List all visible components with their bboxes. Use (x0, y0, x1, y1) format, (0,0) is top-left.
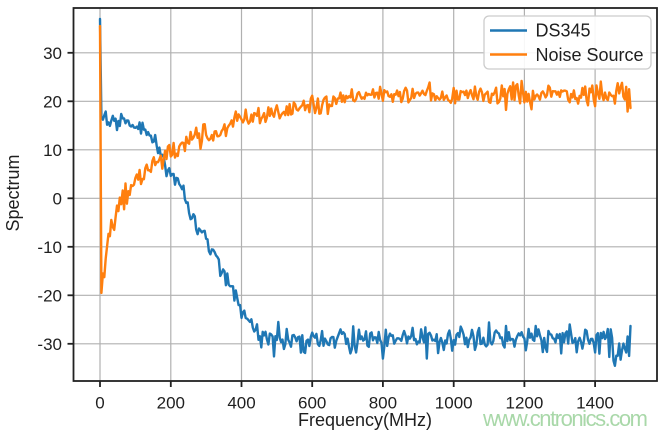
svg-text:Frequency(MHz): Frequency(MHz) (298, 410, 432, 430)
svg-text:1000: 1000 (435, 394, 473, 413)
svg-text:800: 800 (369, 394, 397, 413)
svg-text:-10: -10 (37, 238, 62, 257)
svg-text:DS345: DS345 (536, 21, 591, 41)
svg-text:20: 20 (43, 92, 62, 111)
svg-text:1200: 1200 (505, 394, 543, 413)
svg-text:600: 600 (298, 394, 326, 413)
svg-text:www.cntronics.com: www.cntronics.com (482, 406, 648, 431)
svg-text:10: 10 (43, 141, 62, 160)
svg-text:0: 0 (95, 394, 104, 413)
svg-text:1400: 1400 (576, 394, 614, 413)
svg-text:Spectrum: Spectrum (3, 154, 23, 231)
svg-text:Noise Source: Noise Source (536, 45, 644, 65)
svg-text:0: 0 (53, 189, 62, 208)
svg-text:30: 30 (43, 44, 62, 63)
svg-text:200: 200 (157, 394, 185, 413)
svg-text:-30: -30 (37, 335, 62, 354)
svg-text:-20: -20 (37, 286, 62, 305)
svg-text:400: 400 (227, 394, 255, 413)
